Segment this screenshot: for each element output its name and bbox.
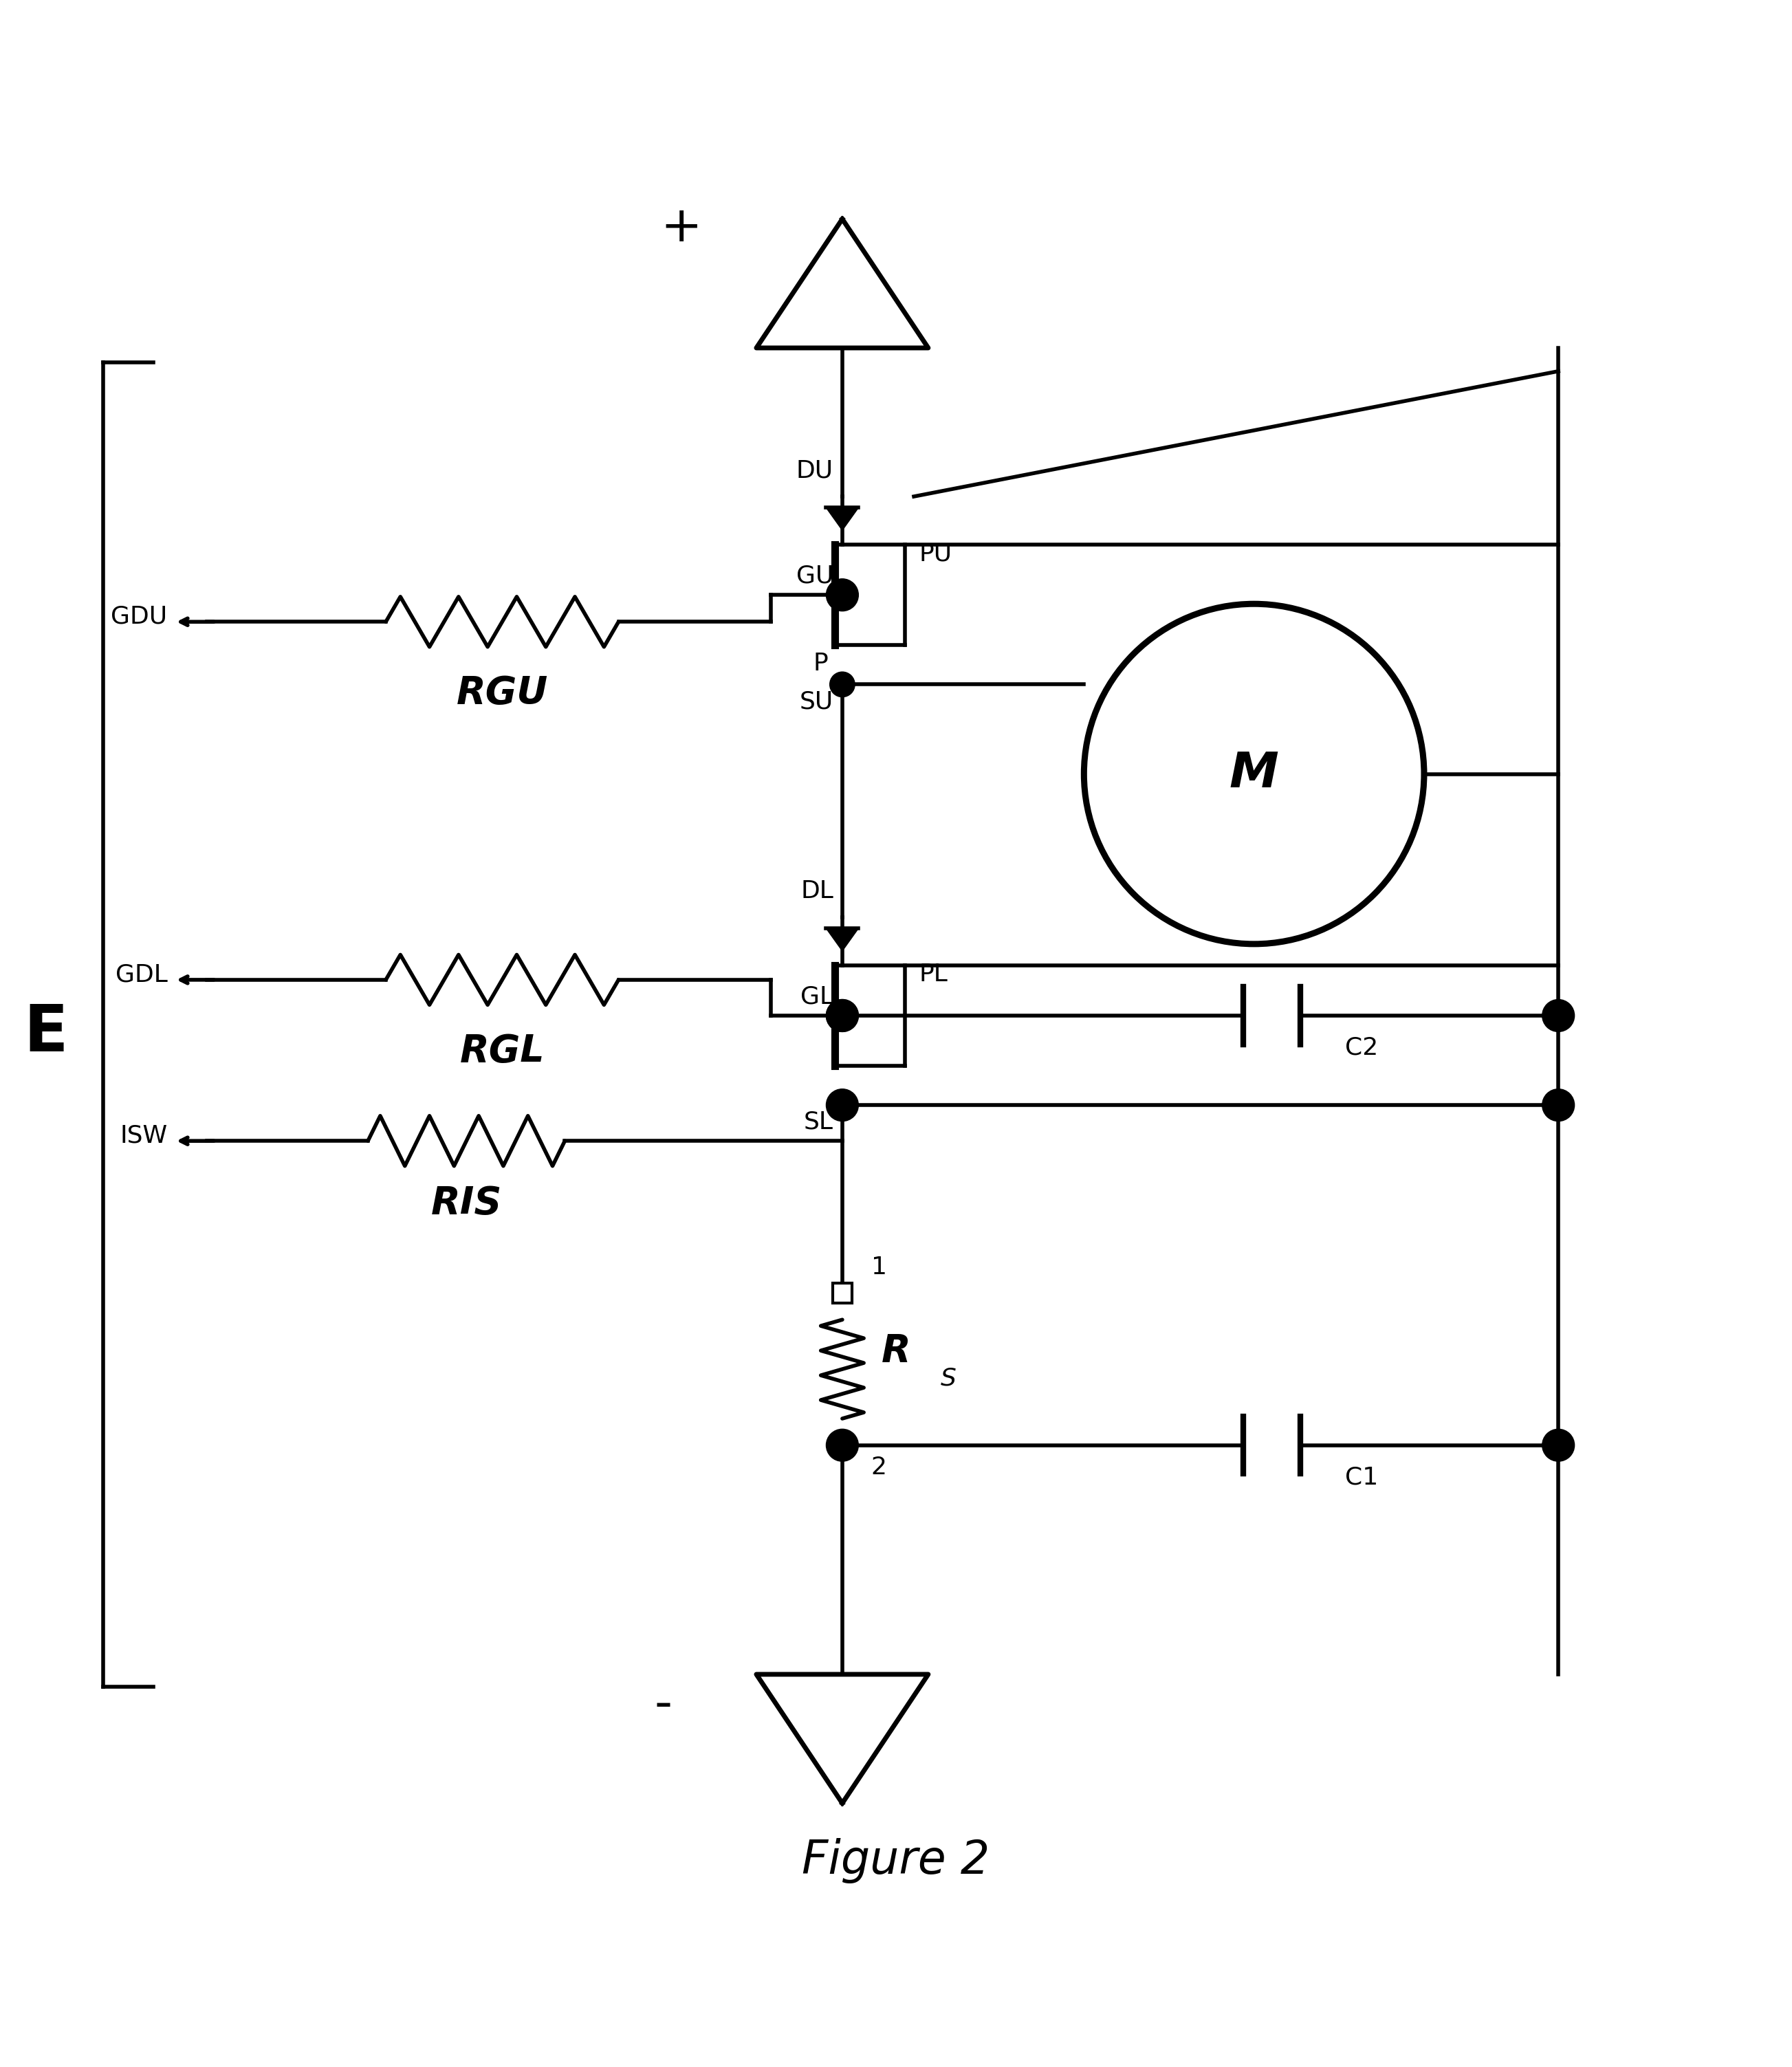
Bar bbox=[833, 1284, 853, 1302]
Circle shape bbox=[1543, 1000, 1575, 1031]
Text: +: + bbox=[661, 205, 702, 252]
Text: RGL: RGL bbox=[461, 1034, 545, 1071]
Circle shape bbox=[830, 672, 855, 697]
Circle shape bbox=[826, 1428, 858, 1461]
Circle shape bbox=[1543, 1089, 1575, 1120]
Text: RIS: RIS bbox=[430, 1184, 502, 1222]
Text: GDL: GDL bbox=[115, 963, 167, 986]
Circle shape bbox=[1543, 1428, 1575, 1461]
Text: 1: 1 bbox=[871, 1255, 887, 1279]
Text: S: S bbox=[941, 1366, 957, 1389]
Text: M: M bbox=[1229, 750, 1279, 798]
Circle shape bbox=[826, 1000, 858, 1031]
Polygon shape bbox=[826, 508, 858, 531]
Text: DL: DL bbox=[801, 878, 833, 903]
Bar bbox=[833, 1434, 853, 1455]
Text: GL: GL bbox=[801, 986, 833, 1009]
Text: P: P bbox=[814, 651, 828, 676]
Text: GDU: GDU bbox=[111, 606, 167, 628]
Text: 2: 2 bbox=[871, 1455, 887, 1480]
Text: SU: SU bbox=[799, 690, 833, 713]
Text: C1: C1 bbox=[1346, 1466, 1378, 1488]
Text: RGU: RGU bbox=[457, 674, 548, 711]
Text: E: E bbox=[23, 1002, 68, 1065]
Text: PL: PL bbox=[919, 963, 948, 986]
Text: R: R bbox=[882, 1333, 910, 1370]
Text: C2: C2 bbox=[1346, 1036, 1378, 1060]
Text: -: - bbox=[654, 1680, 672, 1728]
Text: SL: SL bbox=[805, 1110, 833, 1135]
Circle shape bbox=[826, 1000, 858, 1031]
Text: DU: DU bbox=[796, 459, 833, 482]
Circle shape bbox=[826, 579, 858, 612]
Polygon shape bbox=[826, 928, 858, 951]
Text: GU: GU bbox=[796, 564, 833, 587]
Text: PU: PU bbox=[919, 542, 952, 566]
Text: Figure 2: Figure 2 bbox=[803, 1838, 989, 1883]
Text: ISW: ISW bbox=[120, 1124, 167, 1147]
Circle shape bbox=[826, 1089, 858, 1120]
